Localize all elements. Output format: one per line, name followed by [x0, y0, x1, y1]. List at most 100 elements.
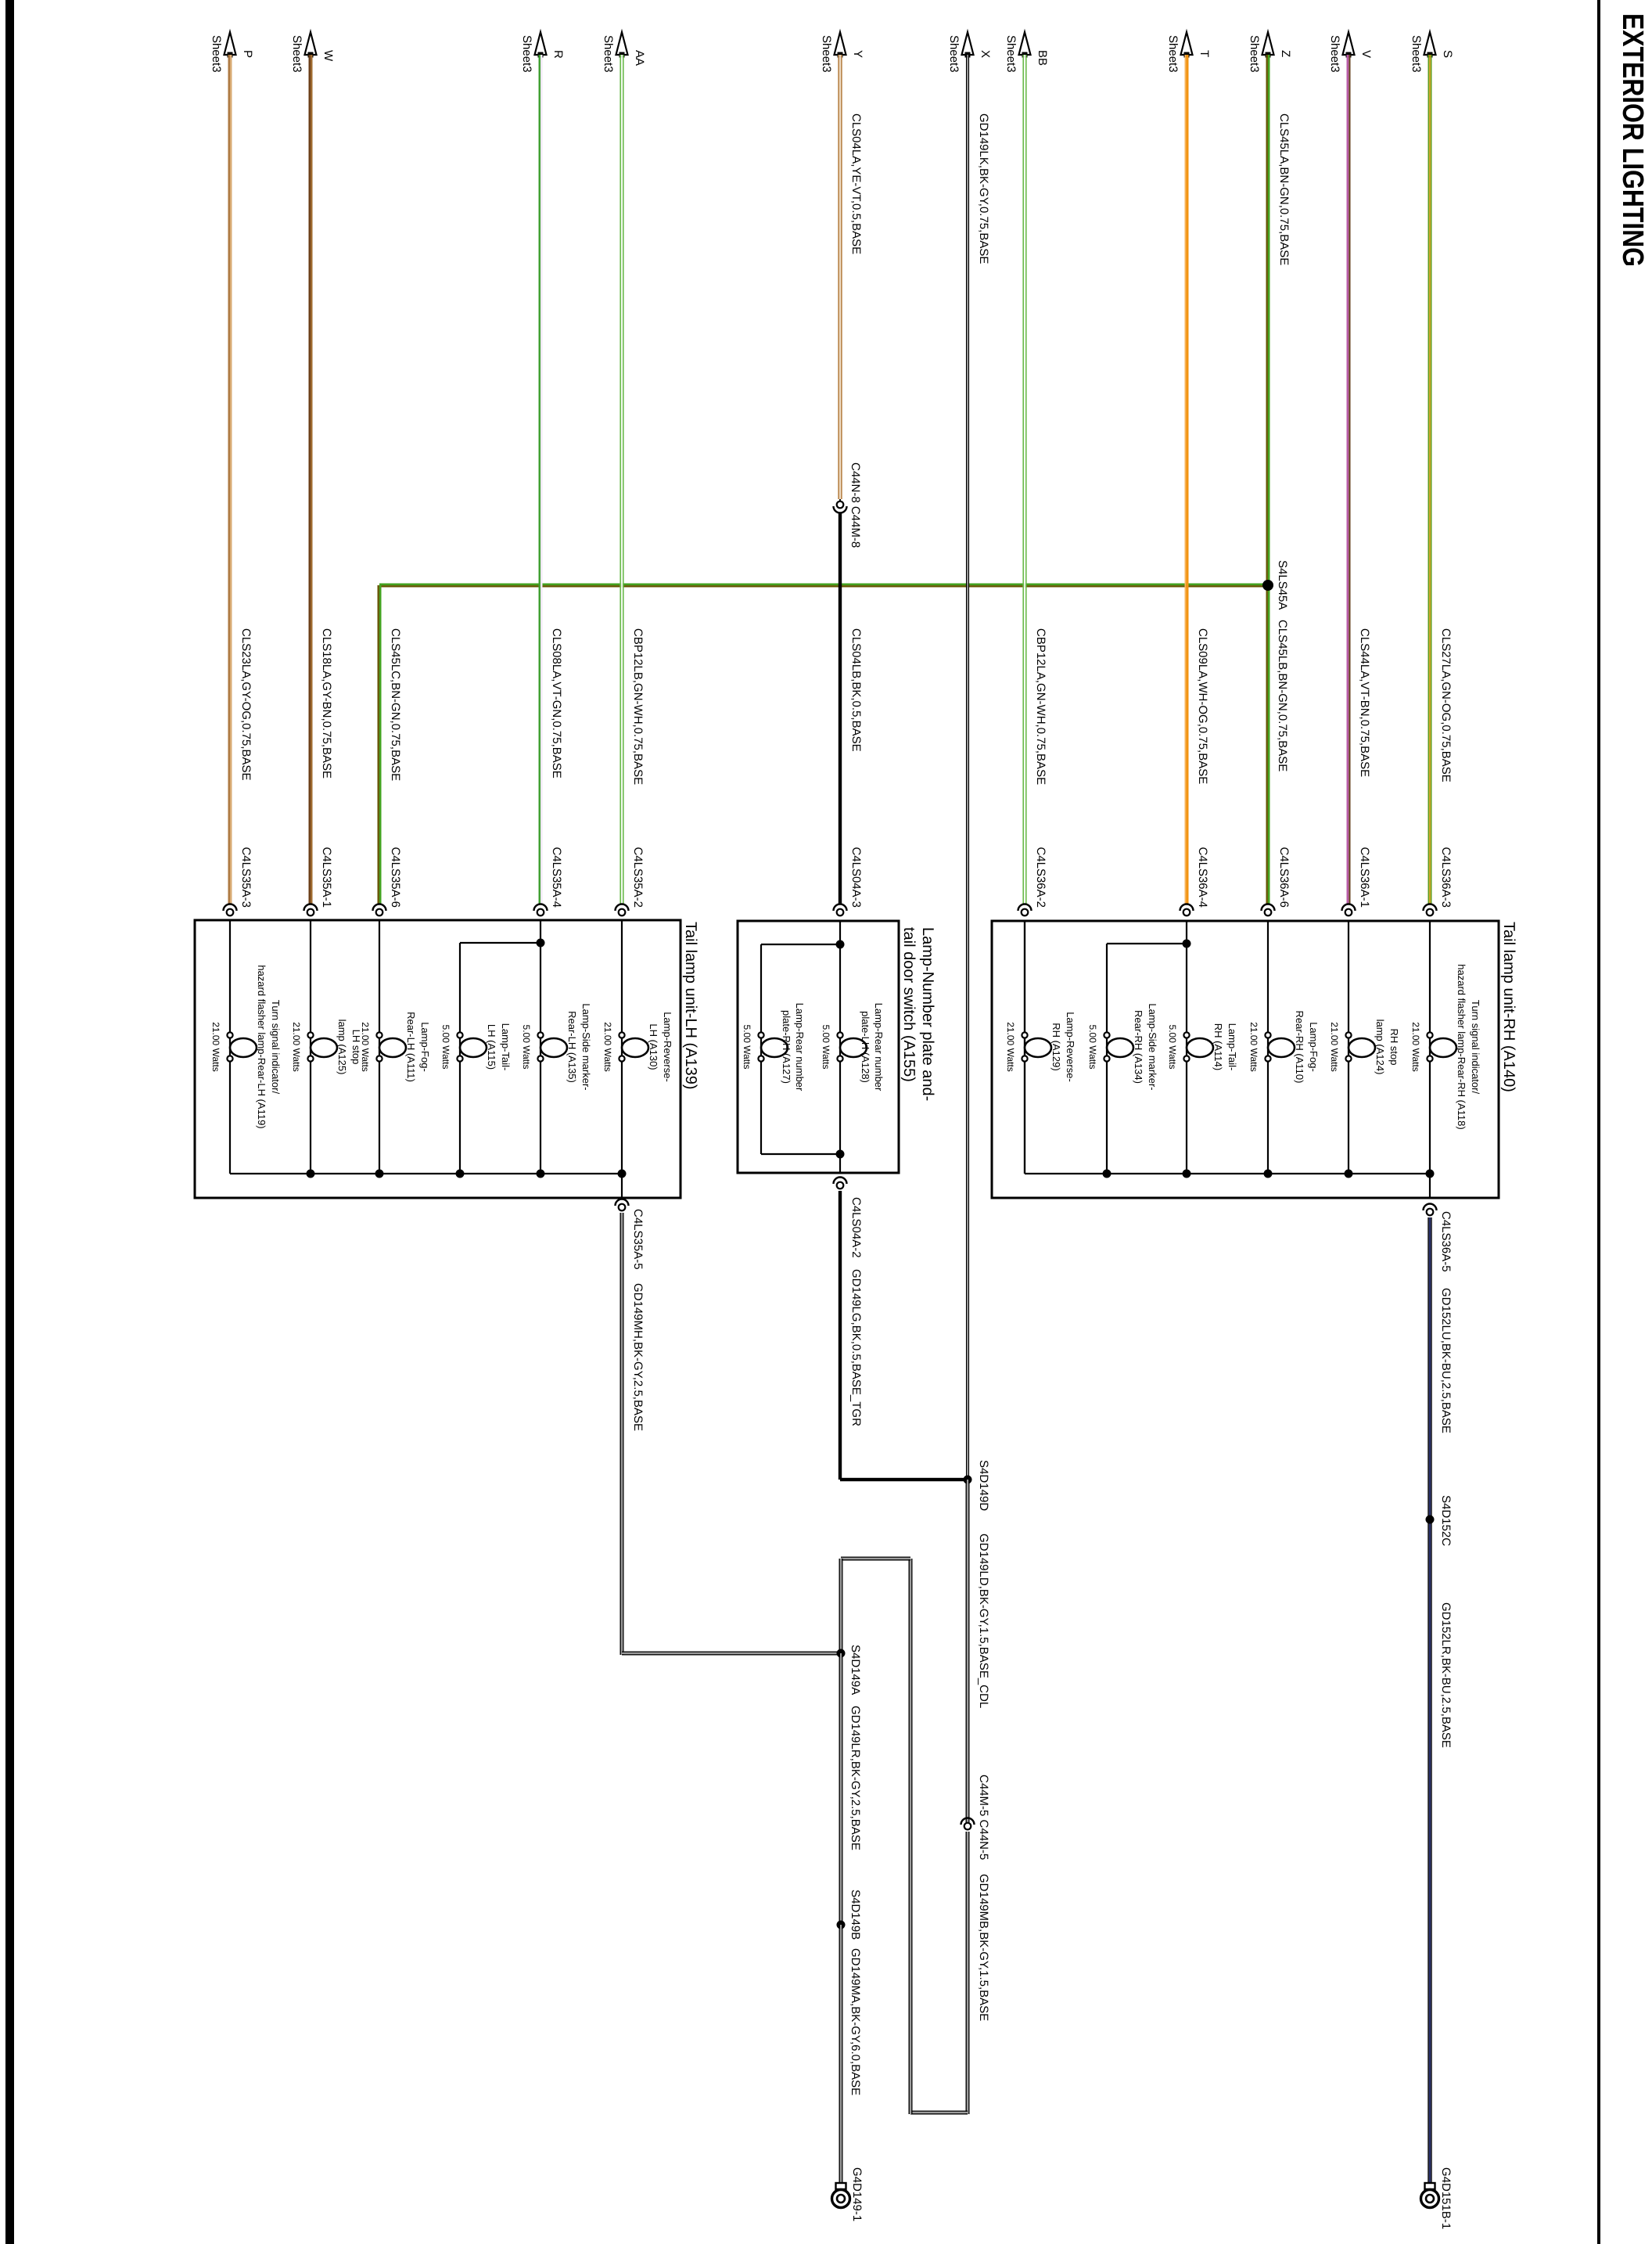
svg-text:21.00 Watts: 21.00 Watts: [291, 1022, 302, 1072]
svg-text:CLS45LA,BN-GN,0.75,BASE: CLS45LA,BN-GN,0.75,BASE: [1277, 113, 1291, 265]
svg-text:Tail lamp unit-LH (A139): Tail lamp unit-LH (A139): [682, 922, 699, 1090]
svg-text:Turn signal indicator/: Turn signal indicator/: [1470, 1000, 1481, 1095]
svg-text:GD149LR,BK-GY,2.5,BASE: GD149LR,BK-GY,2.5,BASE: [849, 1706, 862, 1850]
svg-text:C4LS36A-5: C4LS36A-5: [1439, 1211, 1453, 1272]
svg-text:Sheet3: Sheet3: [1328, 35, 1341, 73]
svg-text:Sheet3: Sheet3: [1248, 35, 1261, 73]
svg-text:CLS04LA,YE-VT,0.5,BASE: CLS04LA,YE-VT,0.5,BASE: [849, 113, 863, 254]
svg-text:S: S: [1441, 50, 1454, 58]
svg-text:X: X: [979, 50, 992, 58]
svg-text:Rear-LH (A135): Rear-LH (A135): [566, 1011, 578, 1083]
svg-text:S4LS45A: S4LS45A: [1276, 560, 1289, 610]
svg-text:W: W: [321, 50, 335, 62]
svg-text:G4D149-1: G4D149-1: [850, 2167, 864, 2221]
svg-text:Rear-LH (A111): Rear-LH (A111): [405, 1012, 417, 1082]
svg-text:CLS09LA,WH-OG,0.75,BASE: CLS09LA,WH-OG,0.75,BASE: [1196, 628, 1209, 784]
svg-text:5.00 Watts: 5.00 Watts: [440, 1025, 451, 1070]
svg-text:Sheet3: Sheet3: [1166, 35, 1180, 73]
svg-text:Lamp-Reverse-: Lamp-Reverse-: [1065, 1012, 1076, 1082]
svg-text:CLS45LC,BN-GN,0.75,BASE: CLS45LC,BN-GN,0.75,BASE: [389, 628, 402, 781]
svg-text:5.00 Watts: 5.00 Watts: [521, 1025, 532, 1070]
svg-text:CLS45LB,BN-GN,0.75,BASE: CLS45LB,BN-GN,0.75,BASE: [1276, 620, 1289, 771]
svg-text:V: V: [1359, 50, 1373, 58]
svg-text:Lamp-Fog-: Lamp-Fog-: [1308, 1022, 1320, 1072]
svg-text:LH stop: LH stop: [350, 1030, 362, 1065]
svg-text:GD149MA,BK-GY,6.0,BASE: GD149MA,BK-GY,6.0,BASE: [849, 1948, 862, 2095]
svg-text:GD149LD,BK-GY,1.5,BASE_CDL: GD149LD,BK-GY,1.5,BASE_CDL: [977, 1534, 990, 1708]
svg-text:CLS23LA,GY-OG,0.75,BASE: CLS23LA,GY-OG,0.75,BASE: [239, 628, 253, 781]
svg-text:Sheet3: Sheet3: [290, 35, 303, 73]
svg-text:Lamp-Tail-: Lamp-Tail-: [500, 1023, 512, 1071]
svg-text:C4LS35A-2: C4LS35A-2: [631, 847, 645, 908]
svg-text:T: T: [1198, 50, 1211, 57]
svg-text:S4D149B: S4D149B: [849, 1890, 862, 1940]
svg-text:plate-RH (A127): plate-RH (A127): [781, 1010, 792, 1084]
svg-text:plate-LH (A128): plate-LH (A128): [860, 1011, 871, 1083]
svg-text:Turn signal indicator/: Turn signal indicator/: [270, 1000, 282, 1095]
svg-text:C4LS36A-6: C4LS36A-6: [1277, 847, 1291, 908]
svg-text:5.00 Watts: 5.00 Watts: [1167, 1025, 1178, 1070]
svg-text:Rear-RH (A134): Rear-RH (A134): [1133, 1010, 1144, 1084]
svg-text:Lamp-Tail-: Lamp-Tail-: [1226, 1023, 1238, 1071]
svg-text:GD152LR,BK-BU,2.5,BASE: GD152LR,BK-BU,2.5,BASE: [1439, 1602, 1453, 1748]
svg-text:LH (A115): LH (A115): [486, 1024, 497, 1070]
svg-text:Lamp-Number plate and-: Lamp-Number plate and-: [919, 927, 936, 1101]
svg-text:CLS08LA,VT-GN,0.75,BASE: CLS08LA,VT-GN,0.75,BASE: [550, 628, 563, 779]
svg-text:lamp (A125): lamp (A125): [336, 1020, 348, 1075]
svg-text:C4LS35A-5: C4LS35A-5: [631, 1209, 645, 1270]
svg-text:Lamp-Fog-: Lamp-Fog-: [419, 1022, 431, 1072]
svg-text:G4D151B-1: G4D151B-1: [1439, 2167, 1453, 2229]
svg-text:hazard flasher lamp-Rear-RH (A: hazard flasher lamp-Rear-RH (A118): [1456, 964, 1467, 1129]
svg-text:CLS04LB,BK,0.5,BASE: CLS04LB,BK,0.5,BASE: [849, 628, 863, 752]
svg-text:C4LS36A-2: C4LS36A-2: [1034, 847, 1047, 908]
svg-text:21.00 Watts: 21.00 Watts: [602, 1022, 613, 1072]
svg-text:BB: BB: [1036, 50, 1049, 66]
svg-text:S4D152C: S4D152C: [1439, 1495, 1453, 1546]
svg-text:Sheet3: Sheet3: [1410, 35, 1423, 73]
svg-text:5.00 Watts: 5.00 Watts: [742, 1025, 752, 1070]
svg-text:C4LS36A-1: C4LS36A-1: [1358, 847, 1371, 908]
svg-text:CLS27LA,GN-OG,0.75,BASE: CLS27LA,GN-OG,0.75,BASE: [1439, 628, 1453, 782]
svg-text:GD149LK,BK-GY,0.75,BASE: GD149LK,BK-GY,0.75,BASE: [977, 113, 990, 264]
svg-text:GD152LU,BK-BU,2.5,BASE: GD152LU,BK-BU,2.5,BASE: [1439, 1288, 1453, 1433]
svg-text:Lamp-Side marker-: Lamp-Side marker-: [580, 1003, 592, 1090]
svg-text:C4LS35A-1: C4LS35A-1: [320, 847, 333, 908]
svg-text:C4LS04A-2: C4LS04A-2: [849, 1197, 863, 1258]
svg-text:C4LS36A-4: C4LS36A-4: [1196, 847, 1209, 908]
svg-text:21.00 Watts: 21.00 Watts: [1410, 1022, 1421, 1072]
svg-text:EXTERIOR LIGHTING: EXTERIOR LIGHTING: [1616, 13, 1649, 267]
svg-text:GD149MH,BK-GY,2.5,BASE: GD149MH,BK-GY,2.5,BASE: [631, 1283, 645, 1431]
svg-text:P: P: [241, 50, 254, 58]
svg-text:CBP12LA,GN-WH,0.75,BASE: CBP12LA,GN-WH,0.75,BASE: [1034, 628, 1047, 785]
svg-text:Sheet3: Sheet3: [602, 35, 615, 73]
svg-text:Y: Y: [851, 50, 864, 58]
svg-text:Tail lamp unit-RH (A140): Tail lamp unit-RH (A140): [1500, 922, 1517, 1092]
svg-text:C44M-5 C44N-5: C44M-5 C44N-5: [977, 1775, 990, 1860]
svg-text:Lamp-Rear number: Lamp-Rear number: [873, 1003, 885, 1091]
svg-text:RH stop: RH stop: [1388, 1029, 1400, 1066]
svg-text:21.00 Watts: 21.00 Watts: [210, 1022, 221, 1072]
svg-text:Sheet3: Sheet3: [520, 35, 533, 73]
svg-text:Sheet3: Sheet3: [947, 35, 961, 73]
svg-text:Sheet3: Sheet3: [820, 35, 833, 73]
svg-text:Sheet3: Sheet3: [210, 35, 223, 73]
svg-text:R: R: [551, 50, 565, 59]
svg-text:21.00 Watts: 21.00 Watts: [360, 1022, 371, 1072]
svg-text:CLS18LA,GY-BN,0.75,BASE: CLS18LA,GY-BN,0.75,BASE: [320, 628, 333, 779]
svg-text:5.00 Watts: 5.00 Watts: [821, 1025, 831, 1070]
svg-text:C44N-8 C44M-8: C44N-8 C44M-8: [849, 462, 862, 548]
svg-text:lamp (A124): lamp (A124): [1374, 1020, 1386, 1075]
svg-text:tail door switch (A155): tail door switch (A155): [900, 927, 918, 1082]
svg-text:S4D149A: S4D149A: [849, 1645, 862, 1695]
svg-text:CBP12LB,GN-WH,0.75,BASE: CBP12LB,GN-WH,0.75,BASE: [631, 628, 645, 785]
svg-text:21.00 Watts: 21.00 Watts: [1248, 1022, 1259, 1072]
svg-text:21.00 Watts: 21.00 Watts: [1005, 1022, 1016, 1072]
svg-text:LH (A130): LH (A130): [648, 1023, 659, 1070]
svg-text:GD149LG,BK,0.5,BASE_TGR: GD149LG,BK,0.5,BASE_TGR: [849, 1269, 863, 1426]
svg-text:GD149MB,BK-GY,1.5,BASE: GD149MB,BK-GY,1.5,BASE: [977, 1874, 990, 2021]
svg-text:5.00 Watts: 5.00 Watts: [1087, 1025, 1098, 1070]
svg-text:Lamp-Side marker-: Lamp-Side marker-: [1147, 1003, 1158, 1090]
svg-text:Lamp-Reverse-: Lamp-Reverse-: [662, 1012, 673, 1082]
svg-text:Lamp-Rear number: Lamp-Rear number: [794, 1003, 806, 1091]
svg-text:21.00 Watts: 21.00 Watts: [1329, 1022, 1340, 1072]
